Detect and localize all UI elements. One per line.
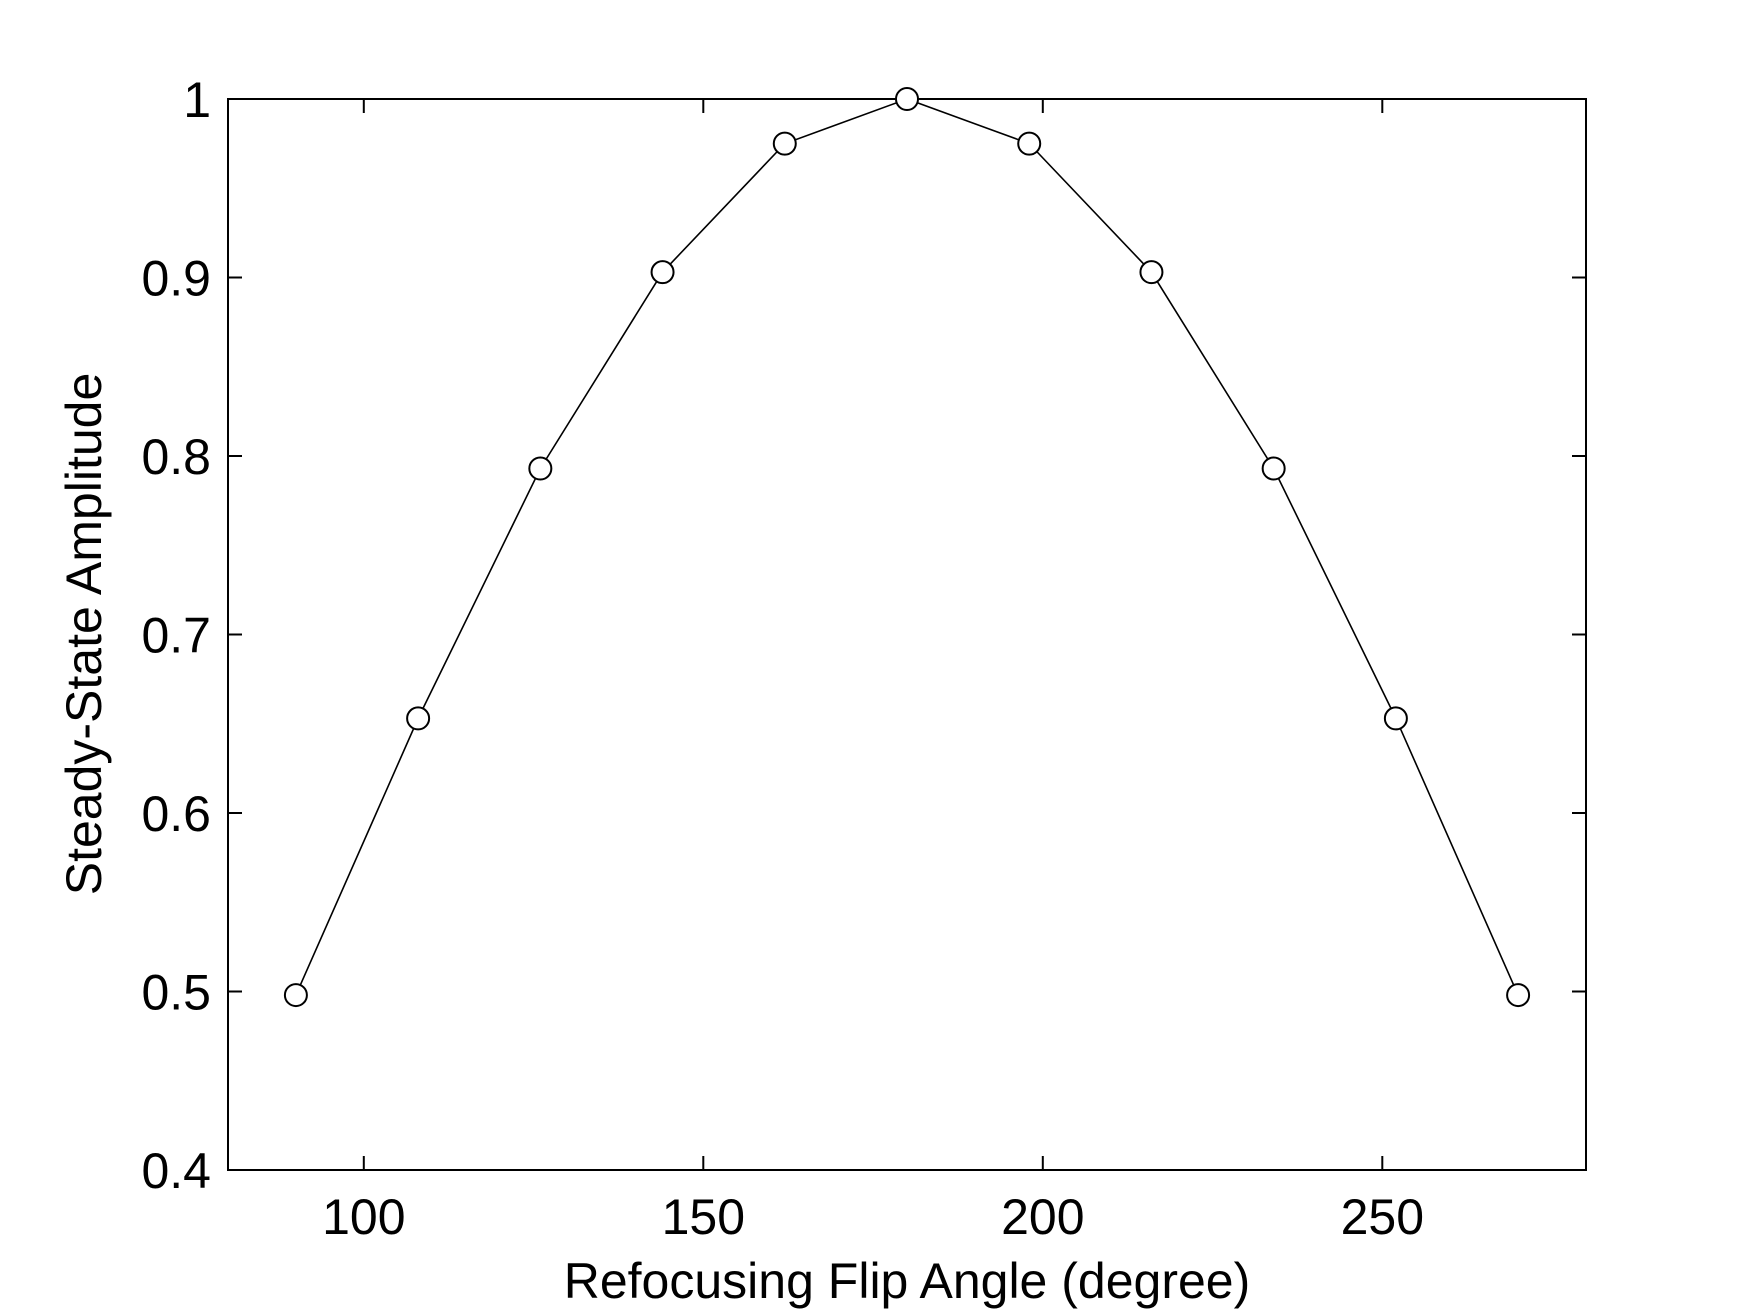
y-tick-label: 0.9 (141, 251, 211, 307)
axis-ticks (228, 98, 1586, 1171)
x-axis-label: Refocusing Flip Angle (degree) (564, 1253, 1251, 1309)
data-series (283, 87, 1531, 1008)
y-tick-label: 0.7 (141, 608, 211, 664)
data-point-marker (528, 456, 553, 481)
y-tick-label: 0.4 (141, 1143, 211, 1199)
x-tick-label: 250 (1341, 1189, 1424, 1245)
y-tick-label: 1 (183, 72, 211, 128)
data-point-marker (895, 87, 919, 111)
data-point-marker (283, 983, 308, 1008)
x-tick-label: 100 (322, 1189, 405, 1245)
tick-labels: 100 150 200 250 0.4 0.5 0.6 0.7 0.8 0.9 1 (141, 72, 1424, 1245)
y-tick-label: 0.5 (141, 965, 211, 1021)
y-tick-label: 0.6 (141, 786, 211, 842)
x-tick-label: 200 (1001, 1189, 1084, 1245)
data-point-marker (1506, 983, 1531, 1008)
y-axis-label: Steady-State Amplitude (56, 373, 112, 896)
data-point-marker (1383, 706, 1408, 731)
data-point-marker (772, 131, 797, 156)
y-tick-label: 0.8 (141, 429, 211, 485)
data-point-marker (1139, 260, 1164, 285)
plot-area (227, 98, 1587, 1171)
data-point-marker (650, 260, 675, 285)
data-point-marker (1017, 131, 1042, 156)
x-tick-label: 150 (662, 1189, 745, 1245)
data-point-marker (406, 706, 431, 731)
data-point-marker (1261, 456, 1286, 481)
